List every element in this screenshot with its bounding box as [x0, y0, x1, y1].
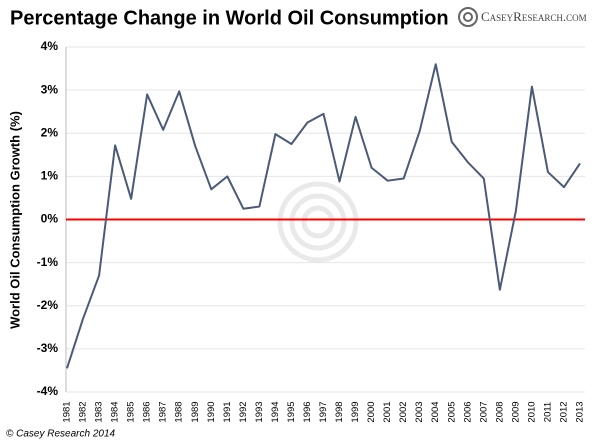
- x-tick-label: 1985: [126, 401, 137, 422]
- y-axis-label: World Oil Consumption Growth (%): [7, 111, 22, 329]
- x-tick-label: 2005: [446, 401, 457, 422]
- watermark: [277, 181, 359, 263]
- x-tick-label: 1981: [62, 401, 73, 422]
- y-tick-label: 0%: [41, 212, 59, 226]
- x-tick-label: 2004: [430, 401, 441, 422]
- chart-title: Percentage Change in World Oil Consumpti…: [10, 7, 449, 29]
- x-tick-label: 1990: [206, 401, 217, 422]
- y-tick-label: 2%: [41, 125, 59, 139]
- x-tick-label: 1992: [238, 401, 249, 422]
- x-tick-label: 1988: [174, 401, 185, 422]
- x-tick-label: 1984: [110, 401, 121, 422]
- y-tick-label: 3%: [41, 82, 59, 96]
- x-tick-label: 2002: [398, 401, 409, 422]
- y-tick-label: -1%: [37, 255, 59, 269]
- x-tick-label: 1996: [302, 401, 313, 422]
- logo-text: CaseyResearch.com: [481, 9, 587, 24]
- x-tick-label: 1998: [334, 401, 345, 422]
- y-tick-label: -4%: [37, 384, 59, 398]
- x-tick-label: 1983: [94, 401, 105, 422]
- watermark-ring: [277, 181, 359, 263]
- x-tick-label: 2003: [414, 401, 425, 422]
- logo: CaseyResearch.com: [458, 7, 587, 27]
- watermark-ring: [289, 193, 347, 251]
- data-line: [66, 63, 581, 369]
- x-tick-label: 1991: [222, 401, 233, 422]
- x-tick-label: 2006: [462, 401, 473, 422]
- y-tick-label: -2%: [37, 298, 59, 312]
- x-tick-label: 2011: [542, 402, 553, 422]
- y-tick-label: -3%: [37, 341, 59, 355]
- source: © Casey Research 2014: [6, 429, 116, 440]
- x-tick-label: 1994: [270, 401, 281, 422]
- x-tick-label: 1995: [286, 401, 297, 422]
- watermark-ring: [301, 205, 335, 239]
- x-tick-label: 1982: [78, 401, 89, 422]
- y-tick-label: 1%: [41, 169, 59, 183]
- x-tick-label: 2013: [575, 401, 586, 422]
- x-tick-label: 1987: [158, 401, 169, 422]
- y-tick-label: 4%: [41, 39, 59, 53]
- logo-icon: [463, 12, 473, 22]
- x-tick-label: 1989: [190, 401, 201, 422]
- logo-icon: [458, 7, 478, 27]
- x-tick-label: 2007: [478, 401, 489, 422]
- x-tick-label: 1999: [350, 401, 361, 422]
- x-tick-label: 2010: [526, 401, 537, 422]
- x-tick-label: 2012: [558, 401, 569, 422]
- x-tick-label: 2001: [382, 401, 393, 422]
- x-tick-label: 1997: [318, 401, 329, 422]
- x-tick-label: 2008: [494, 401, 505, 422]
- x-tick-label: 1986: [142, 401, 153, 422]
- x-tick-label: 2000: [366, 401, 377, 422]
- x-tick-label: 2009: [510, 401, 521, 422]
- x-tick-label: 1993: [254, 401, 265, 422]
